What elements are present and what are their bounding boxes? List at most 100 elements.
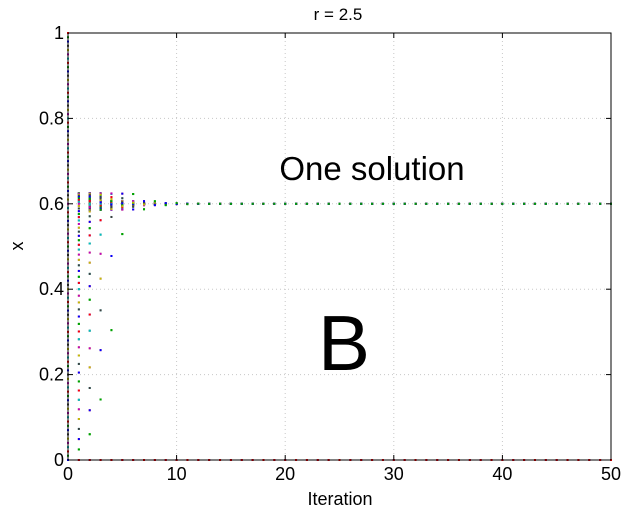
data-point <box>88 272 91 275</box>
data-point <box>88 201 91 204</box>
data-point <box>110 200 113 203</box>
data-point <box>88 215 91 218</box>
data-point <box>77 294 80 297</box>
data-point <box>99 202 102 205</box>
data-point <box>99 196 102 199</box>
data-point <box>77 308 80 311</box>
data-point <box>99 233 102 236</box>
data-point <box>88 195 91 198</box>
data-point <box>110 206 113 209</box>
data-point <box>88 347 91 350</box>
data-point <box>99 192 102 195</box>
data-point <box>121 201 124 204</box>
data-point <box>77 330 80 333</box>
data-point <box>77 202 80 205</box>
data-point <box>77 248 80 251</box>
data-point <box>77 389 80 392</box>
data-point <box>77 210 80 213</box>
data-point <box>77 207 80 210</box>
data-point <box>110 204 113 207</box>
data-point <box>110 198 113 201</box>
data-point <box>88 366 91 369</box>
data-point <box>77 194 80 197</box>
data-point <box>88 194 91 197</box>
data-point <box>77 216 80 219</box>
data-point <box>77 258 80 261</box>
data-point <box>77 354 80 357</box>
data-point <box>77 200 80 203</box>
data-point <box>110 196 113 199</box>
data-point <box>77 380 80 383</box>
data-point <box>121 208 124 211</box>
data-point <box>77 398 80 401</box>
data-point <box>77 222 80 225</box>
data-point <box>77 315 80 318</box>
data-point <box>110 207 113 210</box>
data-point <box>132 200 135 203</box>
data-point <box>77 275 80 278</box>
data-point <box>110 215 113 218</box>
data-point <box>77 197 80 200</box>
data-point <box>88 199 91 202</box>
data-point <box>77 219 80 222</box>
data-point <box>77 338 80 341</box>
data-point <box>88 193 91 196</box>
data-point <box>77 230 80 233</box>
data-point <box>88 261 91 264</box>
data-point <box>88 313 91 316</box>
data-point <box>99 277 102 280</box>
data-point <box>88 197 91 200</box>
data-point <box>77 301 80 304</box>
data-point <box>77 269 80 272</box>
data-point <box>99 205 102 208</box>
data-point <box>143 203 146 206</box>
data-point <box>99 204 102 207</box>
data-point <box>121 204 124 207</box>
data-point <box>132 205 135 208</box>
data-point <box>77 195 80 198</box>
data-point <box>88 206 91 209</box>
data-point <box>88 285 91 288</box>
data-point <box>99 193 102 196</box>
data-point <box>77 418 80 421</box>
data-point <box>99 252 102 255</box>
data-point <box>110 192 113 195</box>
data-point <box>77 205 80 208</box>
data-point <box>88 210 91 213</box>
data-point <box>77 322 80 325</box>
data-point <box>121 197 124 200</box>
data-point <box>99 206 102 209</box>
data-point <box>88 203 91 206</box>
data-point <box>88 220 91 223</box>
data-point <box>99 309 102 312</box>
data-point <box>77 288 80 291</box>
chart-title: r = 2.5 <box>314 5 363 24</box>
data-point <box>88 202 91 205</box>
data-point <box>77 362 80 365</box>
data-point <box>121 202 124 205</box>
data-point <box>88 234 91 237</box>
data-point <box>88 227 91 230</box>
data-point <box>99 201 102 204</box>
data-point <box>153 202 156 205</box>
grid <box>68 33 611 460</box>
data-point <box>77 264 80 267</box>
data-point <box>99 199 102 202</box>
data-point <box>121 206 124 209</box>
data-point <box>88 298 91 301</box>
data-point <box>77 281 80 284</box>
data-point <box>77 213 80 216</box>
data-point <box>143 201 146 204</box>
data-point <box>99 219 102 222</box>
data-point <box>77 371 80 374</box>
data-point <box>88 242 91 245</box>
data-point <box>88 251 91 254</box>
data-point <box>77 408 80 411</box>
data-point <box>88 329 91 332</box>
data-point <box>132 201 135 204</box>
data-point <box>77 253 80 256</box>
data-points <box>67 32 612 461</box>
data-point <box>77 427 80 430</box>
data-point <box>77 234 80 237</box>
